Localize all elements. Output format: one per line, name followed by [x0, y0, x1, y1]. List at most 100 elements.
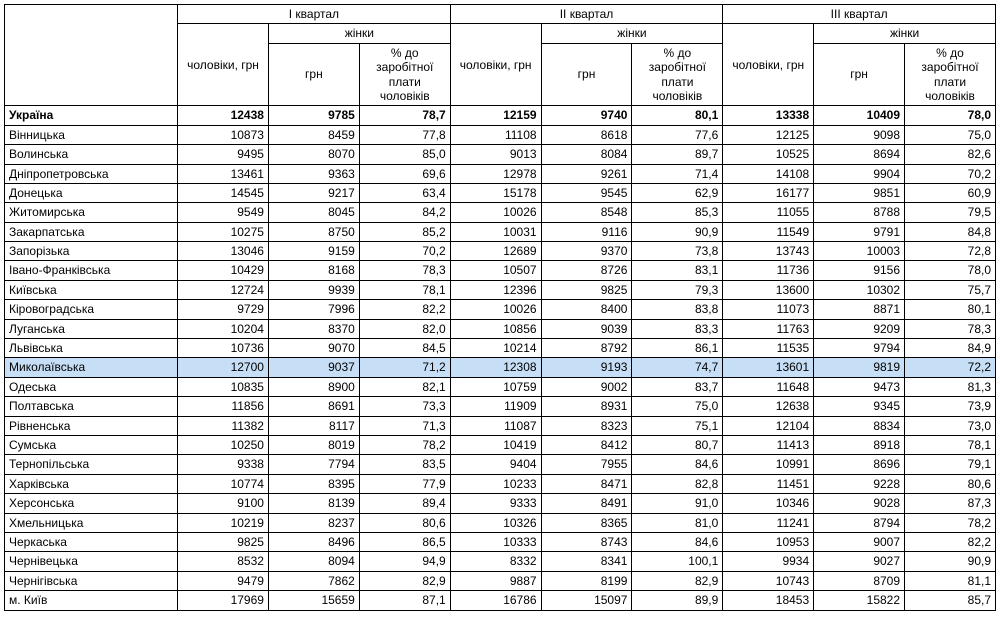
table-row: Чернігівська9479786282,99887819982,91074… — [5, 571, 996, 590]
cell-value: 73,8 — [632, 242, 723, 261]
cell-value: 11241 — [723, 513, 814, 532]
cell-value: 12978 — [450, 164, 541, 183]
cell-value: 10326 — [450, 513, 541, 532]
cell-value: 75,1 — [632, 416, 723, 435]
cell-value: 12689 — [450, 242, 541, 261]
cell-value: 10003 — [814, 242, 905, 261]
cell-value: 84,2 — [359, 203, 450, 222]
table-row: Закарпатська10275875085,210031911690,911… — [5, 222, 996, 241]
cell-value: 79,5 — [905, 203, 996, 222]
cell-value: 85,2 — [359, 222, 450, 241]
cell-value: 9217 — [268, 183, 359, 202]
cell-region: Рівненська — [5, 416, 178, 435]
cell-value: 10507 — [450, 261, 541, 280]
cell-region: Кіровоградська — [5, 300, 178, 319]
cell-value: 10333 — [450, 532, 541, 551]
cell-value: 8332 — [450, 552, 541, 571]
cell-value: 8199 — [541, 571, 632, 590]
cell-value: 9495 — [178, 145, 269, 164]
cell-value: 8412 — [541, 435, 632, 454]
cell-value: 9370 — [541, 242, 632, 261]
cell-region: Черкаська — [5, 532, 178, 551]
cell-value: 75,0 — [632, 397, 723, 416]
cell-value: 9740 — [541, 106, 632, 125]
cell-value: 12724 — [178, 280, 269, 299]
table-row: Рівненська11382811771,311087832375,11210… — [5, 416, 996, 435]
cell-value: 8491 — [541, 494, 632, 513]
cell-value: 11382 — [178, 416, 269, 435]
cell-value: 83,5 — [359, 455, 450, 474]
cell-value: 10346 — [723, 494, 814, 513]
cell-region: Івано-Франківська — [5, 261, 178, 280]
cell-region: Волинська — [5, 145, 178, 164]
cell-value: 8532 — [178, 552, 269, 571]
cell-value: 8471 — [541, 474, 632, 493]
cell-value: 10031 — [450, 222, 541, 241]
cell-value: 13600 — [723, 280, 814, 299]
cell-value: 75,7 — [905, 280, 996, 299]
cell-value: 90,9 — [632, 222, 723, 241]
cell-value: 60,9 — [905, 183, 996, 202]
cell-value: 8117 — [268, 416, 359, 435]
cell-value: 12700 — [178, 358, 269, 377]
cell-value: 10250 — [178, 435, 269, 454]
cell-value: 12638 — [723, 397, 814, 416]
cell-value: 12308 — [450, 358, 541, 377]
cell-value: 9404 — [450, 455, 541, 474]
cell-value: 11763 — [723, 319, 814, 338]
cell-value: 9825 — [178, 532, 269, 551]
table-row: Черкаська9825849686,510333874384,6109539… — [5, 532, 996, 551]
cell-value: 87,1 — [359, 591, 450, 610]
cell-value: 8694 — [814, 145, 905, 164]
cell-value: 81,1 — [905, 571, 996, 590]
cell-value: 86,5 — [359, 532, 450, 551]
cell-value: 83,1 — [632, 261, 723, 280]
cell-value: 17969 — [178, 591, 269, 610]
cell-value: 80,1 — [905, 300, 996, 319]
cell-value: 11549 — [723, 222, 814, 241]
cell-value: 10856 — [450, 319, 541, 338]
cell-value: 100,1 — [632, 552, 723, 571]
cell-value: 16786 — [450, 591, 541, 610]
cell-value: 15097 — [541, 591, 632, 610]
header-q3: ІІІ квартал — [723, 5, 996, 24]
table-row: Херсонська9100813989,49333849191,0103469… — [5, 494, 996, 513]
cell-value: 10026 — [450, 300, 541, 319]
cell-value: 8792 — [541, 339, 632, 358]
cell-region: Львівська — [5, 339, 178, 358]
cell-value: 8341 — [541, 552, 632, 571]
cell-value: 8918 — [814, 435, 905, 454]
cell-region: Миколаївська — [5, 358, 178, 377]
cell-value: 11108 — [450, 125, 541, 144]
cell-value: 10953 — [723, 532, 814, 551]
cell-value: 9785 — [268, 106, 359, 125]
cell-value: 9261 — [541, 164, 632, 183]
cell-value: 84,8 — [905, 222, 996, 241]
cell-value: 72,2 — [905, 358, 996, 377]
cell-region: Херсонська — [5, 494, 178, 513]
cell-value: 15178 — [450, 183, 541, 202]
cell-value: 9825 — [541, 280, 632, 299]
table-row: Полтавська11856869173,311909893175,01263… — [5, 397, 996, 416]
cell-value: 9545 — [541, 183, 632, 202]
cell-value: 11413 — [723, 435, 814, 454]
cell-value: 7794 — [268, 455, 359, 474]
cell-value: 78,1 — [905, 435, 996, 454]
cell-value: 10219 — [178, 513, 269, 532]
cell-value: 82,8 — [632, 474, 723, 493]
cell-value: 8871 — [814, 300, 905, 319]
cell-value: 10275 — [178, 222, 269, 241]
cell-region: Хмельницька — [5, 513, 178, 532]
cell-value: 78,0 — [905, 106, 996, 125]
cell-value: 10302 — [814, 280, 905, 299]
header-q2-women-pct: % до заробітної плати чоловіків — [632, 43, 723, 106]
table-row: Луганська10204837082,010856903983,311763… — [5, 319, 996, 338]
cell-value: 82,6 — [905, 145, 996, 164]
cell-value: 10759 — [450, 377, 541, 396]
cell-value: 11736 — [723, 261, 814, 280]
cell-value: 8709 — [814, 571, 905, 590]
cell-value: 91,0 — [632, 494, 723, 513]
salary-table: І квартал ІІ квартал ІІІ квартал чоловік… — [4, 4, 996, 611]
cell-value: 13601 — [723, 358, 814, 377]
cell-value: 8691 — [268, 397, 359, 416]
